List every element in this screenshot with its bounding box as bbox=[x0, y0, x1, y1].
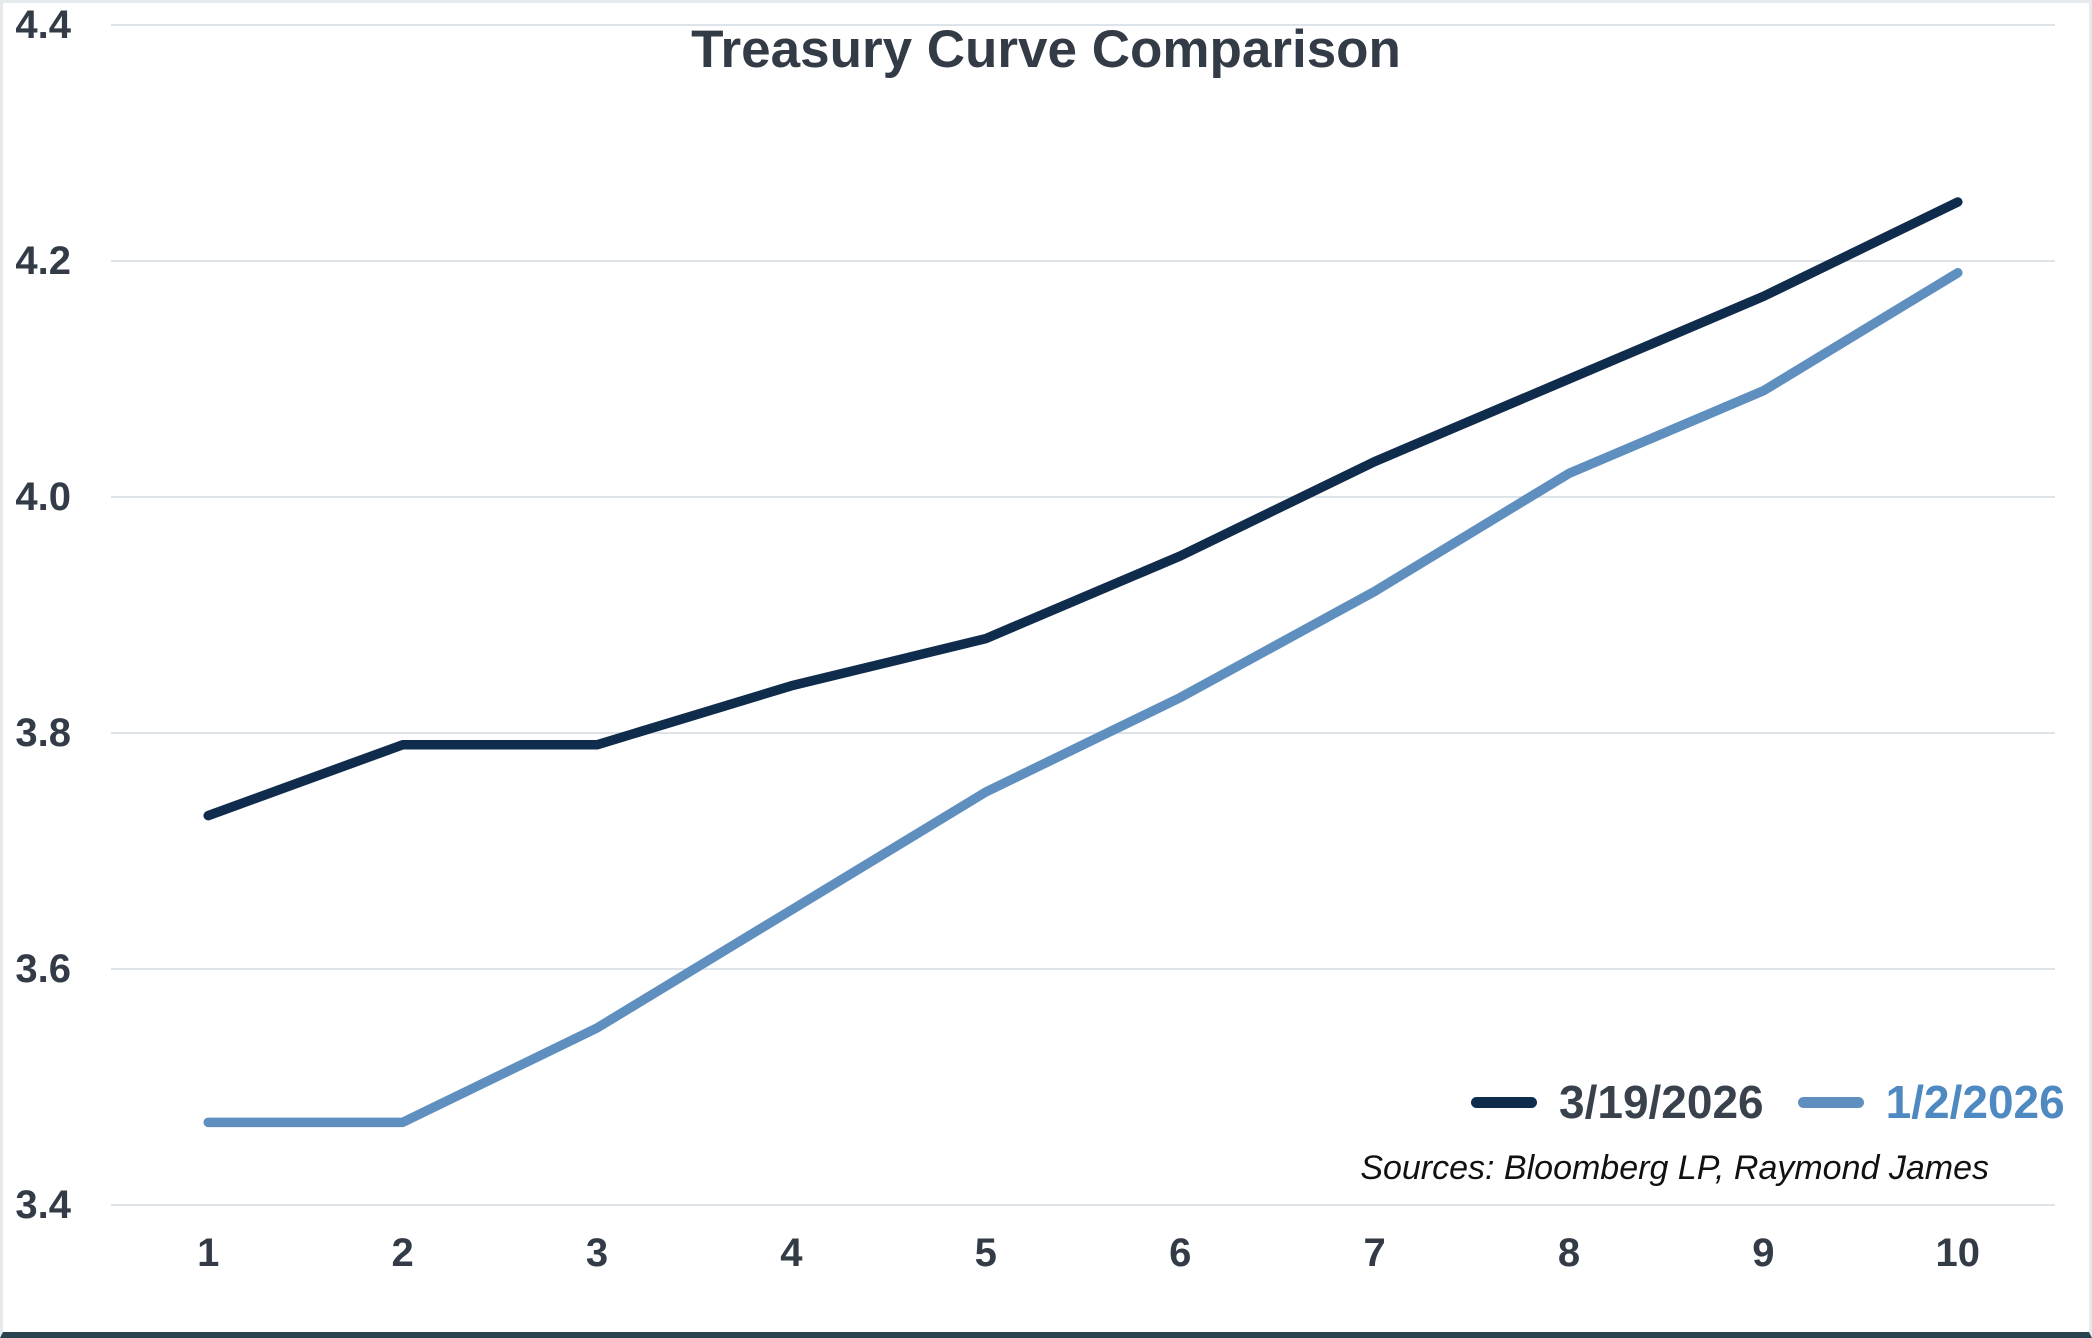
series-line-1-2-2026 bbox=[203, 268, 1963, 1128]
x-axis-tick-label-4: 4 bbox=[780, 1231, 803, 1275]
chart-plot-area bbox=[111, 24, 2055, 1206]
source-note: Sources: Bloomberg LP, Raymond James bbox=[1360, 1149, 1989, 1187]
x-axis-tick-label-3: 3 bbox=[585, 1231, 609, 1275]
y-axis-tick-label-4.4: 4.4 bbox=[15, 3, 71, 47]
y-axis-tick-label-3.8: 3.8 bbox=[15, 711, 71, 755]
x-axis-tick-label-2: 2 bbox=[391, 1231, 414, 1275]
legend-label-series-0: 3/19/2026 bbox=[1559, 1076, 1764, 1128]
legend-label-series-1: 1/2/2026 bbox=[1885, 1076, 2065, 1128]
y-axis-tick-label-4.2: 4.2 bbox=[15, 239, 71, 283]
legend: 3/19/2026 1/2/2026 bbox=[1471, 1073, 2065, 1131]
x-axis-tick-label-1: 1 bbox=[197, 1231, 220, 1275]
y-axis-tick-label-3.6: 3.6 bbox=[15, 947, 71, 991]
legend-item-series-0: 3/19/2026 bbox=[1471, 1079, 1764, 1125]
x-axis-tick-label-10: 10 bbox=[1935, 1231, 1981, 1275]
x-axis-tick-label-7: 7 bbox=[1363, 1231, 1386, 1275]
x-axis-tick-label-8: 8 bbox=[1557, 1231, 1581, 1275]
y-axis-tick-label-3.4: 3.4 bbox=[15, 1183, 71, 1227]
chart-title: Treasury Curve Comparison bbox=[691, 20, 1401, 79]
x-axis-tick-label-9: 9 bbox=[1752, 1231, 1775, 1275]
legend-line-swatch-dark bbox=[1471, 1096, 1537, 1108]
legend-line-swatch-blue bbox=[1797, 1096, 1864, 1108]
y-axis-tick-label-4.0: 4.0 bbox=[15, 475, 71, 519]
x-axis-tick-label-6: 6 bbox=[1169, 1231, 1192, 1275]
series-line-3-19-2026 bbox=[203, 197, 1963, 821]
legend-item-series-1: 1/2/2026 bbox=[1797, 1076, 2065, 1128]
x-axis-tick-label-5: 5 bbox=[974, 1231, 997, 1275]
